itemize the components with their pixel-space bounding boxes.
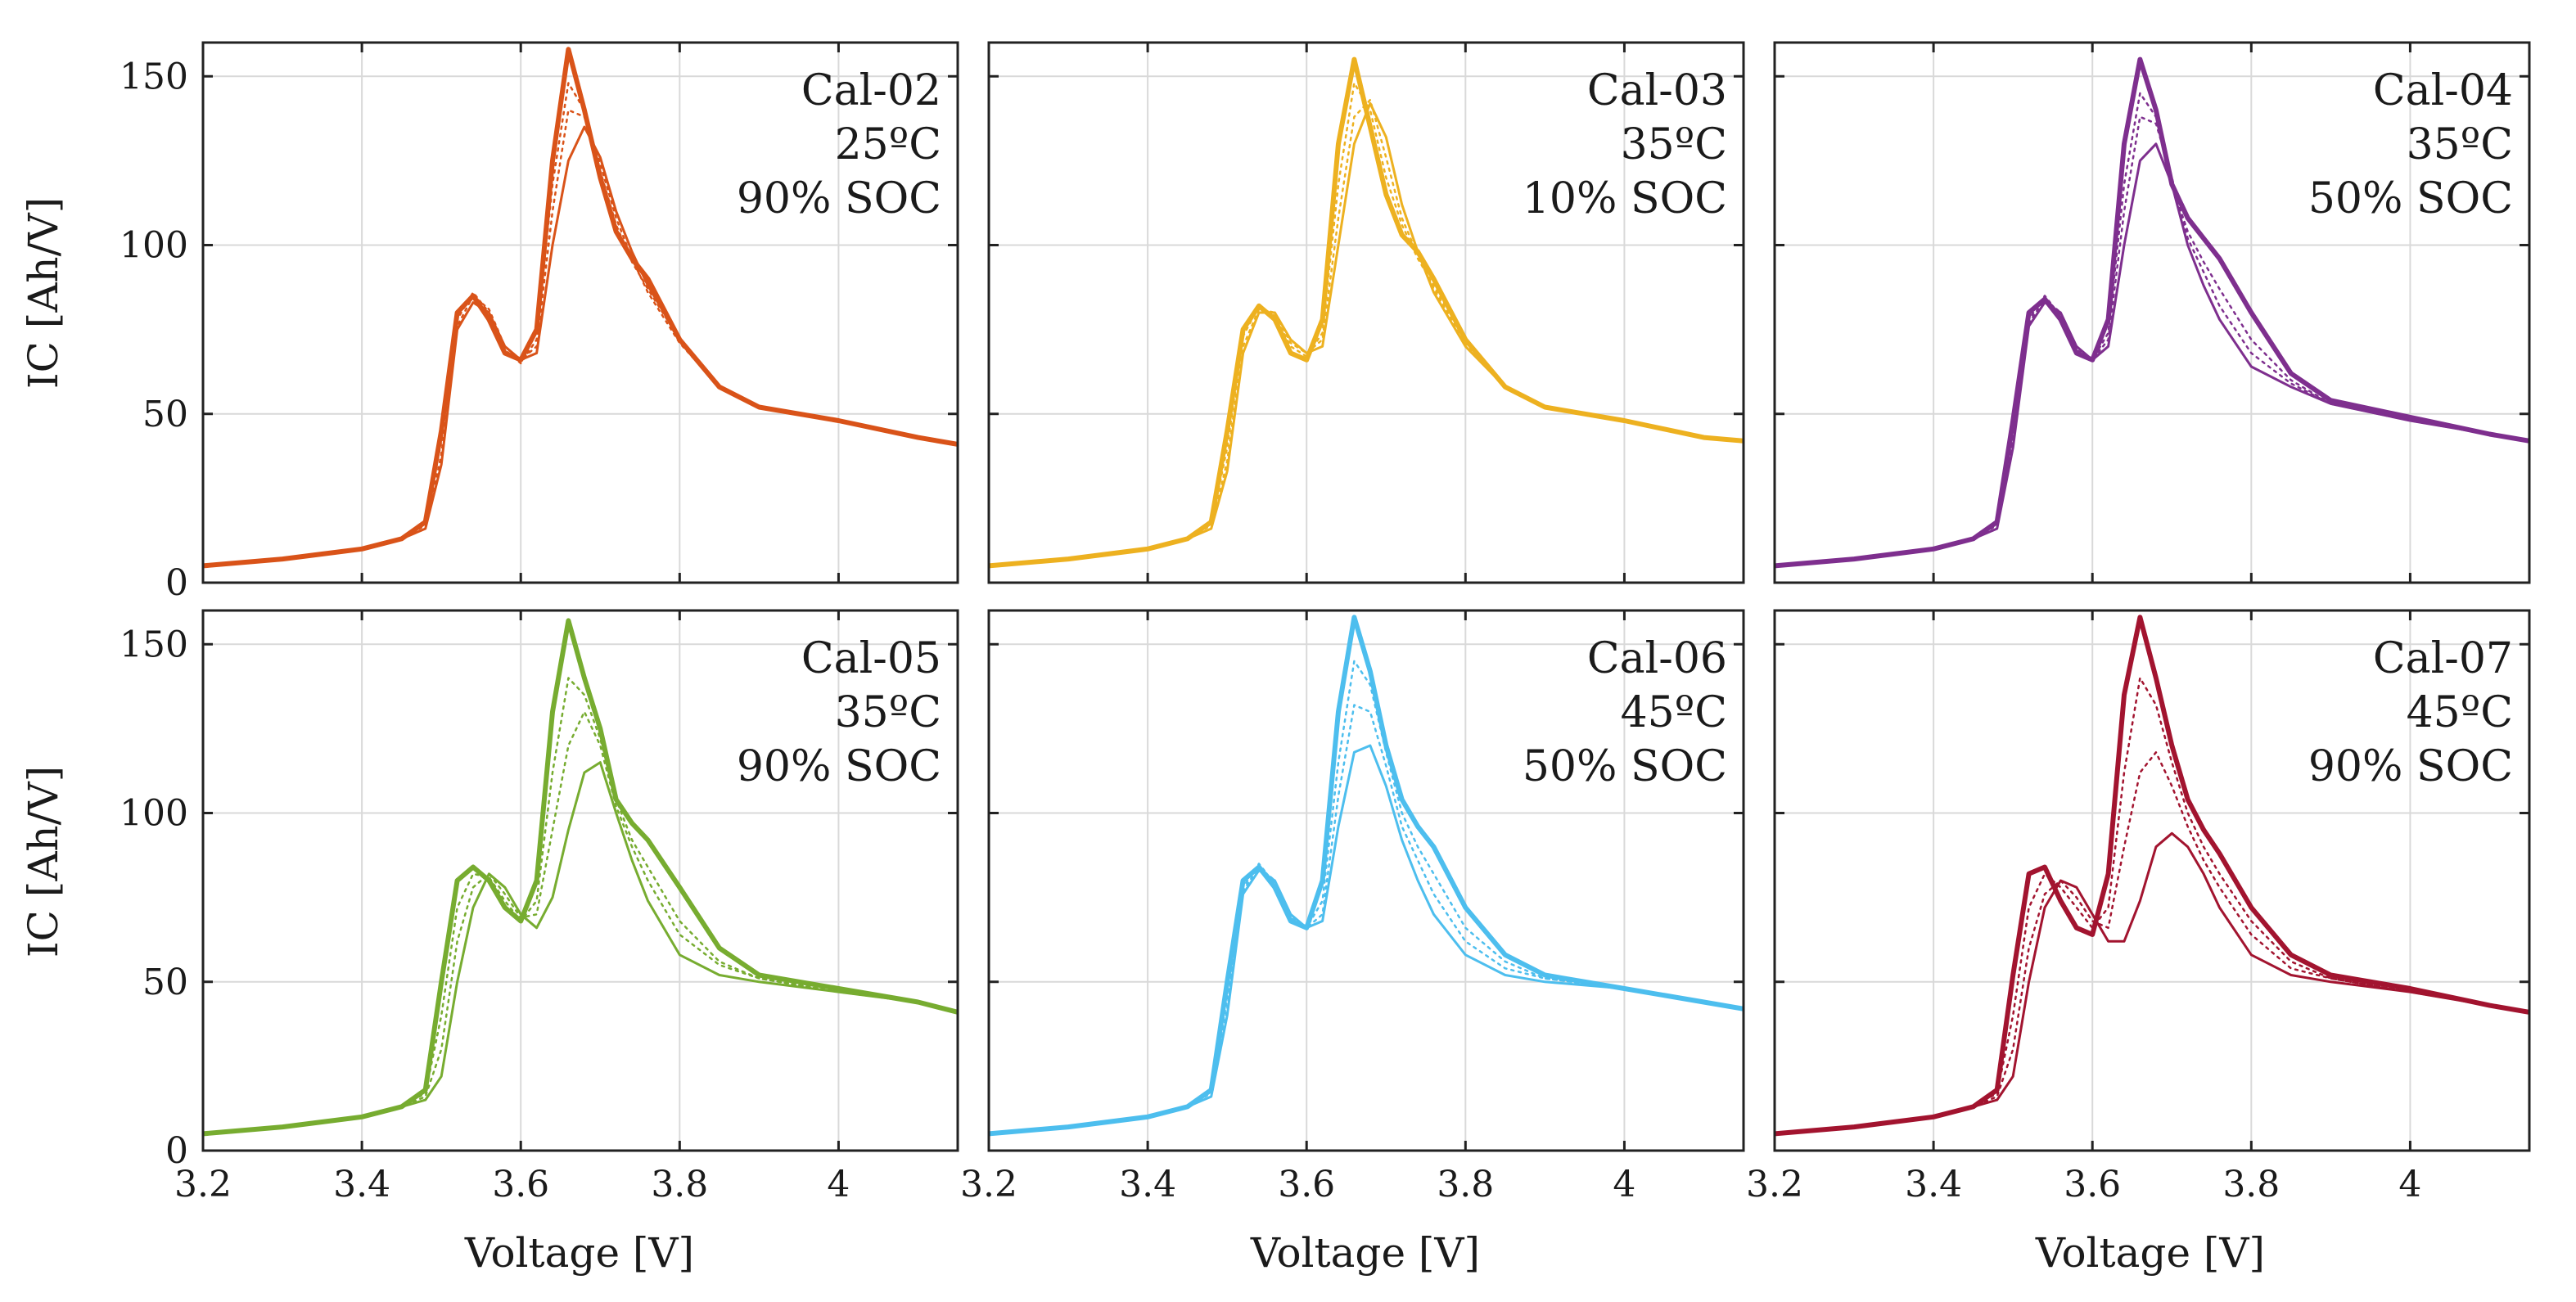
panel-label-line-2: 45ºC bbox=[1621, 688, 1727, 737]
x-tick-label: 4 bbox=[1613, 1164, 1635, 1205]
series-group bbox=[203, 47, 958, 569]
series-line-2 bbox=[989, 101, 1744, 567]
panel-label-line-3: 90% SOC bbox=[2308, 742, 2513, 791]
x-axis-title-col-3: Voltage [V] bbox=[2035, 1229, 2265, 1277]
y-tick-label: 100 bbox=[120, 793, 188, 835]
series-line-3 bbox=[1775, 677, 2529, 1135]
series-line-4 bbox=[203, 710, 958, 1135]
y-tick-label: 50 bbox=[142, 962, 188, 1003]
panel-label-line-3: 50% SOC bbox=[1523, 742, 1727, 791]
y-tick-label: 50 bbox=[142, 394, 188, 435]
panel-label-line-3: 10% SOC bbox=[1523, 174, 1727, 223]
plot-frame bbox=[987, 41, 1745, 584]
x-tick-label: 3.2 bbox=[174, 1164, 232, 1205]
y-tick-label: 150 bbox=[120, 56, 188, 97]
x-tick-label: 3.2 bbox=[960, 1164, 1017, 1205]
panel-label-line-3: 50% SOC bbox=[2308, 174, 2513, 223]
x-axis-title-col-2: Voltage [V] bbox=[1250, 1229, 1480, 1277]
panel-label-line-1: Cal-06 bbox=[1587, 634, 1727, 683]
y-tick-label: 0 bbox=[165, 562, 188, 604]
panel-label-line-3: 90% SOC bbox=[737, 174, 941, 223]
series-group bbox=[1775, 615, 2529, 1137]
panel-6: 3.2 3.4 3.6 3.8 4 Cal-07 45ºC 90% SOC bbox=[1746, 609, 2531, 1205]
panel-label-line-1: Cal-02 bbox=[801, 66, 941, 115]
x-tick-label: 3.6 bbox=[1278, 1164, 1335, 1205]
x-tick-label: 3.8 bbox=[1437, 1164, 1494, 1205]
x-tick-label: 3.6 bbox=[2064, 1164, 2121, 1205]
series-line-4 bbox=[989, 704, 1744, 1135]
y-axis-title-row-1: IC [Ah/V] bbox=[20, 197, 67, 389]
y-tick-label: 100 bbox=[120, 225, 188, 267]
panel-label-line-1: Cal-05 bbox=[801, 634, 941, 683]
y-tick-label: 150 bbox=[120, 624, 188, 665]
series-group bbox=[989, 615, 1744, 1137]
panel-label-line-1: Cal-03 bbox=[1587, 66, 1727, 115]
x-tick-label: 3.8 bbox=[651, 1164, 708, 1205]
panel-label-line-3: 90% SOC bbox=[737, 742, 941, 791]
x-tick-label: 3.6 bbox=[492, 1164, 549, 1205]
panel-4: 3.2 3.4 3.6 3.8 4 0 50 100 150 Cal-05 35ºC 90% SOC bbox=[120, 609, 959, 1205]
series-line-2 bbox=[1775, 831, 2529, 1135]
series-line-2 bbox=[1775, 142, 2529, 567]
plot-frame bbox=[987, 609, 1745, 1152]
panel-2: Cal-03 35ºC 10% SOC bbox=[987, 41, 1745, 584]
x-tick-label: 3.4 bbox=[1905, 1164, 1962, 1205]
panel-label-line-2: 45ºC bbox=[2407, 688, 2513, 737]
x-tick-label: 3.8 bbox=[2222, 1164, 2280, 1205]
panel-label-line-2: 25ºC bbox=[835, 120, 941, 169]
panel-3: Cal-04 35ºC 50% SOC bbox=[1773, 41, 2531, 584]
series-line-4 bbox=[1775, 751, 2529, 1135]
panel-label-line-1: Cal-04 bbox=[2373, 66, 2513, 115]
panel-label-line-2: 35ºC bbox=[835, 688, 941, 737]
panel-5: 3.2 3.4 3.6 3.8 4 Cal-06 45ºC 50% SOC bbox=[960, 609, 1745, 1205]
y-axis-title-row-2: IC [Ah/V] bbox=[20, 766, 67, 957]
series-line-2 bbox=[203, 761, 958, 1135]
panel-label-line-2: 35ºC bbox=[1621, 120, 1727, 169]
x-axis-title-col-1: Voltage [V] bbox=[464, 1229, 694, 1277]
plot-frame bbox=[1773, 41, 2531, 584]
series-line-2 bbox=[989, 744, 1744, 1135]
x-tick-label: 3.4 bbox=[1119, 1164, 1176, 1205]
x-tick-label: 3.4 bbox=[333, 1164, 390, 1205]
series-group bbox=[1775, 56, 2529, 569]
x-tick-label: 4 bbox=[827, 1164, 850, 1205]
series-group bbox=[203, 618, 958, 1137]
series-line-3 bbox=[203, 677, 958, 1135]
series-group bbox=[989, 56, 1744, 569]
x-tick-label: 4 bbox=[2398, 1164, 2421, 1205]
series-line-4 bbox=[1775, 115, 2529, 567]
series-line-4 bbox=[989, 98, 1744, 567]
panel-label-line-2: 35ºC bbox=[2407, 120, 2513, 169]
panel-label-line-1: Cal-07 bbox=[2373, 634, 2513, 683]
y-tick-label: 0 bbox=[165, 1130, 188, 1172]
plot-frame bbox=[1773, 609, 2531, 1152]
plot-frame bbox=[201, 41, 959, 584]
x-tick-label: 3.2 bbox=[1746, 1164, 1803, 1205]
panel-1: 0 50 100 150 Cal-02 25ºC 90% SOC bbox=[120, 41, 959, 604]
plot-frame bbox=[201, 609, 959, 1152]
